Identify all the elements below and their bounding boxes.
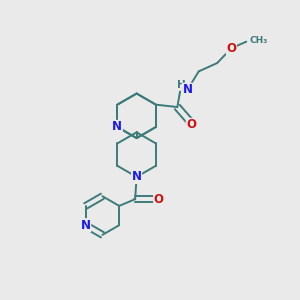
Text: O: O <box>154 193 164 206</box>
Text: N: N <box>112 121 122 134</box>
Text: O: O <box>186 118 196 131</box>
Text: CH₃: CH₃ <box>249 36 268 45</box>
Text: H: H <box>176 80 185 90</box>
Text: O: O <box>226 42 236 55</box>
Text: N: N <box>81 219 91 232</box>
Text: N: N <box>182 83 192 96</box>
Text: N: N <box>132 170 142 183</box>
